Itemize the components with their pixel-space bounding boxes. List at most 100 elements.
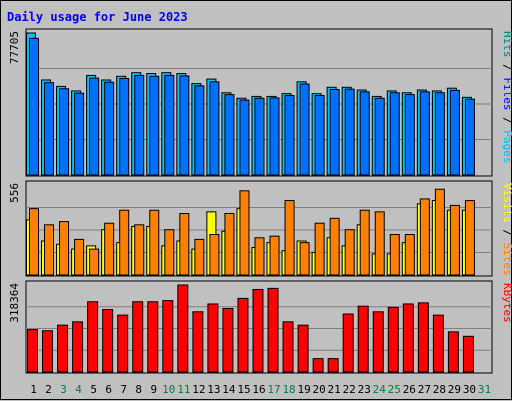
- x-tick-label: 31: [478, 383, 491, 396]
- x-tick-label: 28: [433, 383, 446, 396]
- bar-files: [149, 75, 160, 176]
- bar-kbytes: [222, 307, 234, 373]
- bar-visits: [209, 234, 220, 276]
- bar-visits: [119, 209, 130, 276]
- bar-files: [89, 77, 100, 176]
- series-legend: KBytes: [501, 283, 512, 323]
- bar-kbytes: [57, 324, 69, 373]
- bar-files: [434, 92, 445, 176]
- bar-kbytes: [117, 314, 129, 373]
- x-tick-label: 23: [358, 383, 371, 396]
- bar-files: [449, 89, 460, 176]
- x-tick-label: 22: [343, 383, 356, 396]
- bar-kbytes: [342, 313, 354, 373]
- bar-visits: [404, 234, 415, 276]
- bar-kbytes: [462, 335, 474, 373]
- bar-files: [374, 97, 385, 176]
- bar-files: [404, 94, 415, 176]
- bar-files: [269, 97, 280, 176]
- x-tick-label: 5: [90, 383, 97, 396]
- bar-kbytes: [387, 306, 399, 373]
- bar-visits: [179, 212, 190, 276]
- x-tick-label: 24: [373, 383, 387, 396]
- bar-kbytes: [267, 287, 279, 373]
- bar-visits: [149, 209, 160, 276]
- bar-visits: [59, 221, 70, 276]
- x-tick-label: 29: [448, 383, 461, 396]
- bar-files: [299, 83, 310, 176]
- bar-kbytes: [207, 303, 219, 373]
- bar-kbytes: [42, 330, 54, 373]
- legend-entry: /: [501, 223, 512, 243]
- bar-files: [344, 88, 355, 176]
- bar-files: [359, 91, 370, 176]
- bar-kbytes: [132, 301, 144, 373]
- x-tick-label: 27: [418, 383, 431, 396]
- bar-visits: [329, 217, 340, 276]
- x-tick-label: 9: [150, 383, 157, 396]
- bar-files: [314, 95, 325, 176]
- kbytes-panel: 318364 KBytes: [8, 280, 512, 374]
- bar-files: [389, 92, 400, 176]
- x-tick-label: 19: [297, 383, 310, 396]
- x-tick-label: 21: [328, 383, 341, 396]
- bar-visits: [344, 229, 355, 276]
- x-axis-labels: 1 2 3 4 5 6 7 8 9 10 11 12 13 14 15 16 17 18 19 20 21 22 23 24 2…: [30, 383, 491, 396]
- x-tick-label: 7: [120, 383, 127, 396]
- x-tick-label: 1: [30, 383, 37, 396]
- bar-files: [74, 92, 85, 176]
- bar-files: [254, 97, 265, 176]
- bar-visits: [239, 190, 250, 276]
- bar-kbytes: [357, 305, 369, 373]
- bar-kbytes: [192, 311, 204, 373]
- bar-visits: [254, 237, 265, 276]
- bar-kbytes: [102, 309, 114, 373]
- bar-visits: [269, 235, 280, 276]
- bar-kbytes: [372, 311, 384, 373]
- bar-visits: [314, 222, 325, 276]
- bar-visits: [134, 224, 145, 276]
- bar-kbytes: [177, 284, 189, 373]
- bar-visits: [374, 211, 385, 276]
- bar-visits: [104, 222, 115, 276]
- legend-entry: Pages: [501, 130, 512, 163]
- bar-visits: [74, 238, 85, 276]
- bar-visits: [389, 234, 400, 276]
- bar-kbytes: [252, 288, 264, 373]
- bar-kbytes: [417, 302, 429, 373]
- bar-files: [119, 78, 130, 176]
- bar-files: [134, 74, 145, 176]
- bar-visits: [464, 200, 475, 276]
- x-tick-label: 18: [282, 383, 295, 396]
- bar-files: [179, 75, 190, 176]
- series-legend: Hits / Files / Pages: [501, 31, 512, 164]
- bar-visits: [44, 224, 55, 276]
- bar-kbytes: [147, 301, 159, 373]
- bar-visits: [29, 208, 39, 276]
- x-tick-label: 12: [192, 383, 205, 396]
- x-tick-label: 13: [207, 383, 220, 396]
- bar-files: [419, 91, 430, 176]
- y-max-label: 77705: [8, 31, 21, 64]
- legend-entry: /: [501, 58, 512, 78]
- bar-files: [59, 88, 70, 176]
- bar-kbytes: [237, 297, 249, 373]
- visits-panel: 556 Visits / Sites: [8, 180, 512, 277]
- x-tick-label: 2: [45, 383, 52, 396]
- chart-panels: 77705 Hits / Files / Pages 556 Visits / Sit…: [8, 28, 512, 374]
- bar-visits: [89, 248, 100, 276]
- x-tick-label: 20: [313, 383, 326, 396]
- bar-files: [239, 99, 250, 176]
- legend-entry: Visits: [501, 183, 512, 223]
- bar-visits: [224, 212, 235, 276]
- bar-files: [209, 81, 220, 176]
- x-tick-label: 11: [177, 383, 190, 396]
- hits-panel: 77705 Hits / Files / Pages: [8, 28, 512, 177]
- x-tick-label: 6: [105, 383, 112, 396]
- x-tick-label: 30: [463, 383, 476, 396]
- bar-kbytes: [297, 324, 309, 373]
- x-tick-label: 3: [60, 383, 67, 396]
- x-tick-label: 16: [252, 383, 265, 396]
- bar-kbytes: [432, 314, 444, 373]
